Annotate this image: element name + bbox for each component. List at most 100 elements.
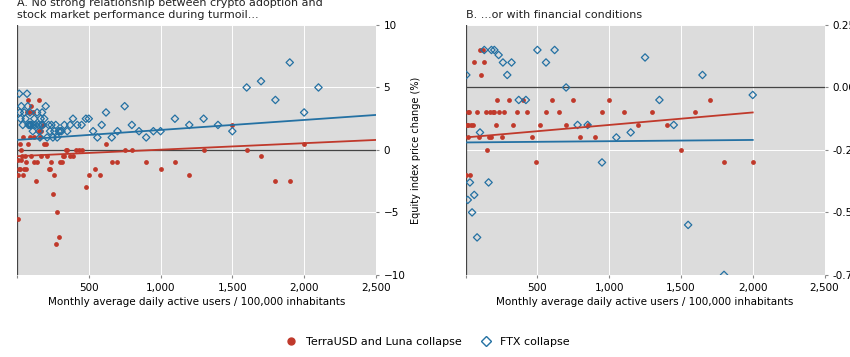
Point <box>20 110 34 115</box>
Point <box>482 135 496 140</box>
Point <box>42 166 55 172</box>
Point <box>539 110 552 115</box>
Point <box>13 166 26 172</box>
Point <box>27 116 41 121</box>
Point <box>91 135 105 140</box>
Point <box>197 147 211 153</box>
Point <box>24 104 37 109</box>
Point <box>22 141 36 146</box>
Point <box>717 160 731 165</box>
Point <box>99 110 113 115</box>
Point <box>502 97 515 103</box>
Point <box>15 154 29 159</box>
Text: A. No strong relationship between crypto adoption and
stock market performance d: A. No strong relationship between crypto… <box>17 0 323 20</box>
Point <box>31 110 44 115</box>
Point <box>269 97 282 103</box>
Legend: TerraUSD and Luna collapse, FTX collapse: TerraUSD and Luna collapse, FTX collapse <box>275 333 575 351</box>
Point <box>17 110 31 115</box>
Point <box>49 241 63 246</box>
X-axis label: Monthly average daily active users / 100,000 inhabitants: Monthly average daily active users / 100… <box>496 297 794 307</box>
Point <box>197 116 211 121</box>
Point <box>11 172 25 178</box>
Point <box>682 222 695 228</box>
Point <box>183 122 196 128</box>
Point <box>26 135 40 140</box>
Point <box>58 154 71 159</box>
Point <box>465 10 479 15</box>
Point <box>26 128 40 134</box>
Point <box>478 60 491 65</box>
Point <box>22 122 36 128</box>
Point <box>16 122 30 128</box>
Point <box>105 135 118 140</box>
Point <box>42 122 55 128</box>
Point <box>154 128 167 134</box>
Point <box>609 135 623 140</box>
Point <box>468 60 481 65</box>
Point <box>14 104 28 109</box>
Point <box>183 172 196 178</box>
Point <box>497 110 511 115</box>
Point <box>71 122 84 128</box>
Point <box>460 122 473 128</box>
Point <box>603 97 616 103</box>
Point <box>40 154 54 159</box>
Point <box>87 128 100 134</box>
Point <box>58 122 71 128</box>
Point <box>480 147 494 153</box>
Point <box>520 110 534 115</box>
Point <box>312 85 326 90</box>
Point <box>240 85 253 90</box>
Text: B. ...or with financial conditions: B. ...or with financial conditions <box>466 10 642 20</box>
Point <box>13 141 26 146</box>
Point <box>99 141 113 146</box>
Point <box>54 128 67 134</box>
Point <box>66 154 80 159</box>
Point <box>530 160 543 165</box>
Point <box>37 141 51 146</box>
Point <box>60 128 74 134</box>
Point <box>462 110 475 115</box>
Point <box>19 166 32 172</box>
Point <box>470 235 484 240</box>
Point <box>501 72 514 78</box>
Point <box>461 197 474 203</box>
Point <box>519 97 533 103</box>
Point <box>465 210 479 215</box>
Point <box>484 135 498 140</box>
Point <box>46 191 60 196</box>
Point <box>638 55 652 60</box>
Point <box>27 160 41 165</box>
Point <box>105 160 118 165</box>
Point <box>36 110 49 115</box>
Point <box>746 92 760 98</box>
Point <box>95 122 109 128</box>
Point <box>48 128 61 134</box>
Point <box>461 122 474 128</box>
Point <box>35 122 48 128</box>
Point <box>32 128 46 134</box>
Point <box>566 97 580 103</box>
Point <box>36 122 49 128</box>
Point <box>118 147 132 153</box>
Point <box>483 110 496 115</box>
Point <box>37 116 51 121</box>
Point <box>79 185 93 190</box>
Point <box>52 128 65 134</box>
Point <box>40 135 54 140</box>
Point <box>118 104 132 109</box>
Point <box>470 110 484 115</box>
Point <box>469 0 483 3</box>
Point <box>25 154 38 159</box>
Point <box>14 157 27 163</box>
Point <box>463 172 477 178</box>
Point <box>82 116 95 121</box>
Point <box>17 135 31 140</box>
Point <box>168 160 182 165</box>
Point <box>63 122 76 128</box>
Point <box>489 122 502 128</box>
Point <box>492 110 506 115</box>
Point <box>495 135 508 140</box>
Point <box>33 135 47 140</box>
Point <box>482 180 496 185</box>
